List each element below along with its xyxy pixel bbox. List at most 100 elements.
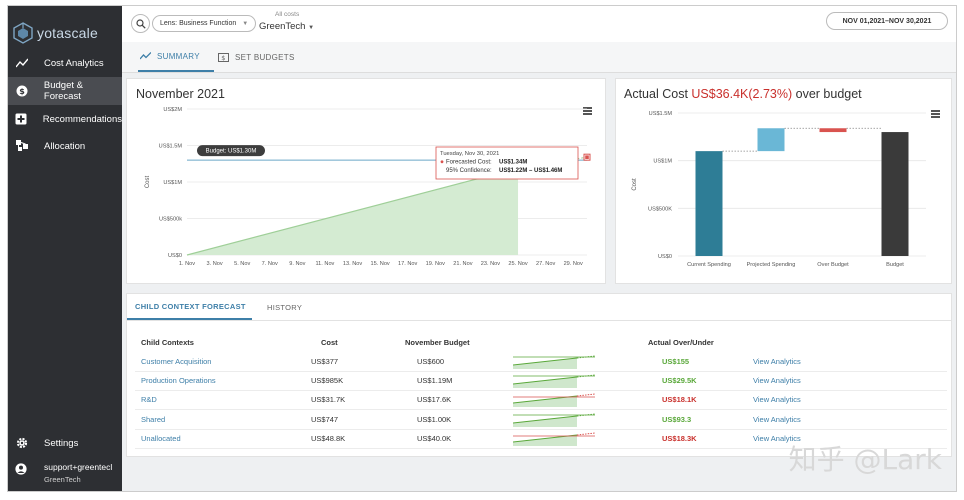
- search-button[interactable]: [131, 14, 150, 33]
- budget-label: Budget: US$1.30M: [206, 149, 257, 155]
- view-analytics-link[interactable]: View Analytics: [753, 433, 801, 443]
- svg-text:$: $: [221, 54, 225, 62]
- forecast-end-marker-core: [585, 155, 589, 159]
- y-tick-label: US$500k: [159, 217, 182, 223]
- logo-text: yotascale: [37, 25, 98, 41]
- tooltip-confidence-label: 95% Confidence:: [446, 168, 492, 174]
- child-context-link[interactable]: Production Operations: [141, 376, 216, 386]
- header-actual-over-under: Actual Over/Under: [648, 338, 714, 347]
- child-context-link[interactable]: Unallocated: [141, 433, 181, 443]
- sidebar-item-cost-analytics[interactable]: Cost Analytics: [8, 49, 122, 77]
- date-range-button[interactable]: NOV 01,2021–NOV 30,2021: [826, 12, 948, 30]
- trend-icon: [15, 56, 29, 70]
- x-tick-label: 11. Nov: [315, 261, 334, 267]
- x-tick-label: 29. Nov: [564, 261, 583, 267]
- x-tick-label: 13. Nov: [343, 261, 362, 267]
- app-window: yotascale Cost Analytics $ Budget & Fore…: [7, 5, 957, 492]
- header-november-budget: November Budget: [405, 338, 470, 347]
- child-context-link[interactable]: Shared: [141, 414, 166, 424]
- x-tick-label: 3. Nov: [207, 261, 223, 267]
- sidebar-item-label: Recommendations: [42, 113, 122, 125]
- budget-value: US$600: [417, 357, 445, 366]
- tooltip-forecast-label: Forecasted Cost:: [446, 160, 492, 166]
- sidebar-item-allocation[interactable]: Allocation: [8, 132, 122, 160]
- trend-sparkline: [513, 393, 595, 408]
- watermark: 知乎 @Lark: [788, 443, 942, 476]
- scope-selector[interactable]: All costs GreenTech ▼: [259, 11, 314, 32]
- sparkline-area: [513, 377, 577, 389]
- child-context-link[interactable]: R&D: [141, 395, 157, 405]
- y-axis-label: Cost: [145, 176, 151, 189]
- tab-history[interactable]: HISTORY: [267, 302, 303, 312]
- waterfall-chart: US$0 US$500K US$1M US$1.5M Cost Current Spend…: [632, 111, 926, 268]
- table-row: Customer Acquisition US$377 US$600 US$155 V…: [135, 352, 947, 372]
- tab-summary[interactable]: SUMMARY: [138, 42, 214, 72]
- allocation-icon: [15, 139, 29, 153]
- view-analytics-link[interactable]: View Analytics: [753, 414, 801, 424]
- y-tick-label: US$1.5M: [649, 111, 673, 117]
- waterfall-bar: [819, 128, 847, 133]
- sidebar-item-label: Cost Analytics: [44, 57, 104, 69]
- sidebar-item-recommendations[interactable]: Recommendations: [8, 105, 122, 133]
- user-name: support+greentecl: [44, 462, 113, 472]
- waterfall-bar: [881, 132, 909, 256]
- child-context-card: CHILD CONTEXT FORECAST HISTORY Child Con…: [126, 293, 952, 457]
- table-row: Production Operations US$985K US$1.19M US$…: [135, 371, 947, 392]
- header-child-contexts: Child Contexts: [141, 338, 194, 347]
- budget-value: US$40.0K: [417, 433, 452, 443]
- x-tick-label: Projected Spending: [747, 262, 796, 268]
- sparkline-area: [513, 434, 577, 446]
- view-analytics-link[interactable]: View Analytics: [753, 395, 801, 405]
- trend-icon: [140, 52, 151, 60]
- trend-sparkline: [513, 413, 595, 427]
- over-under-value: US$155: [662, 357, 690, 366]
- x-tick-label: 23. Nov: [481, 261, 500, 267]
- tooltip-date: Tuesday, Nov 30, 2021: [440, 151, 499, 157]
- x-tick-label: 1. Nov: [179, 261, 195, 267]
- sparkline-projection: [576, 432, 595, 436]
- tooltip-confidence-value: US$1.22M – US$1.46M: [499, 168, 562, 174]
- sidebar-item-settings[interactable]: Settings: [8, 429, 122, 457]
- chevron-down-icon: ▼: [308, 25, 315, 31]
- tab-child-context-forecast[interactable]: CHILD CONTEXT FORECAST: [127, 294, 252, 320]
- header-cost: Cost: [321, 338, 338, 347]
- actual-cost-title-prefix: Actual Cost: [624, 87, 692, 101]
- lens-dropdown[interactable]: Lens: Business Function ▼: [152, 15, 257, 32]
- chart-menu-icon[interactable]: [931, 110, 940, 119]
- x-tick-label: Budget: [886, 262, 904, 268]
- x-tick-label: 17. Nov: [398, 261, 417, 267]
- forecast-line: [186, 167, 519, 256]
- waterfall-bar: [757, 128, 785, 152]
- cost-value: US$377: [311, 357, 339, 366]
- x-tick-label: 19. Nov: [426, 261, 445, 267]
- dollar-icon: $: [15, 84, 29, 98]
- y-tick-label: US$1M: [653, 159, 672, 165]
- sparkline-area: [513, 396, 577, 408]
- search-icon: [135, 18, 146, 29]
- over-budget-amount: US$36.4K(2.73%): [691, 87, 793, 101]
- user-avatar-icon: [15, 463, 29, 477]
- trend-sparkline: [513, 374, 595, 389]
- over-under-value: US$29.5K: [662, 376, 697, 386]
- cost-value: US$31.7K: [311, 395, 346, 405]
- main-tabs: SUMMARY $ SET BUDGETS: [122, 42, 956, 73]
- sidebar-item-budget-forecast[interactable]: $ Budget & Forecast: [8, 77, 122, 105]
- x-tick-label: 21. Nov: [453, 261, 472, 267]
- chart-menu-icon[interactable]: [583, 107, 592, 116]
- logo[interactable]: yotascale: [12, 20, 98, 46]
- user-account[interactable]: support+greentecl GreenTech: [15, 462, 112, 484]
- trend-sparkline: [513, 355, 595, 369]
- tab-set-budgets[interactable]: $ SET BUDGETS: [218, 42, 295, 72]
- sparkline-area: [513, 415, 577, 427]
- y-axis-label: Cost: [632, 178, 638, 191]
- child-context-link[interactable]: Customer Acquisition: [141, 357, 212, 366]
- chevron-down-icon: ▼: [242, 20, 249, 27]
- view-analytics-link[interactable]: View Analytics: [753, 357, 801, 366]
- y-tick-label: US$500K: [648, 206, 672, 212]
- table-row: R&D US$31.7K US$17.6K US$18.1K View Analyti…: [135, 390, 947, 411]
- y-tick-label: US$0: [168, 253, 182, 259]
- view-analytics-link[interactable]: View Analytics: [753, 376, 801, 386]
- budget-icon: $: [218, 52, 229, 62]
- x-tick-label: 9. Nov: [289, 261, 305, 267]
- x-tick-label: 7. Nov: [262, 261, 278, 267]
